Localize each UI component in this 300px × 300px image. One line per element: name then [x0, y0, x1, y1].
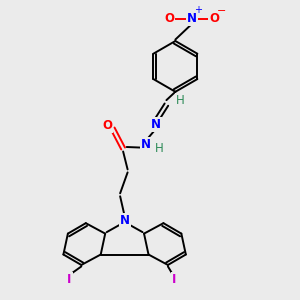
Text: O: O	[164, 12, 174, 25]
Text: I: I	[172, 273, 176, 286]
Text: O: O	[209, 12, 219, 25]
Text: N: N	[151, 118, 161, 131]
Text: +: +	[194, 5, 202, 15]
Text: O: O	[102, 119, 112, 132]
Text: N: N	[140, 138, 151, 151]
Text: −: −	[217, 6, 226, 16]
Text: I: I	[67, 273, 72, 286]
Text: N: N	[187, 12, 197, 25]
Text: N: N	[120, 214, 130, 227]
Text: H: H	[176, 94, 184, 106]
Text: H: H	[154, 142, 163, 155]
